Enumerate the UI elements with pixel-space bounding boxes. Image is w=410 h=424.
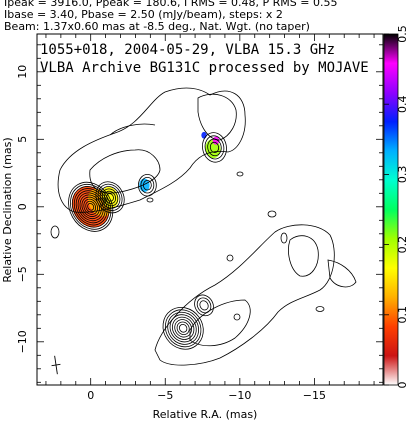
header-line-1: Ipeak = 3916.0, Ppeak = 180.6, I RMS = 0… bbox=[4, 0, 338, 9]
contour-inner-jet-6 bbox=[106, 193, 114, 202]
contour-southern-component-4 bbox=[169, 314, 197, 343]
contour-southern-component-8 bbox=[179, 324, 188, 333]
contour-core-11 bbox=[87, 203, 95, 211]
plot-subtitle: VLBA Archive BG131C processed by MOJAVE bbox=[40, 60, 369, 76]
contour-southern-component-2 bbox=[164, 309, 202, 348]
beam-marker bbox=[51, 355, 61, 375]
contour-outer-knot-3 bbox=[207, 138, 222, 157]
colorbar-tick-label: 0.5 bbox=[396, 25, 409, 43]
contour-islet-5 bbox=[233, 313, 241, 321]
contour-core-3 bbox=[71, 186, 110, 228]
contour-core-9 bbox=[83, 198, 98, 215]
contour-islet-2 bbox=[267, 210, 277, 218]
colorbar-tick-label: 0.4 bbox=[396, 95, 409, 113]
contour-inner-jet-5 bbox=[104, 190, 117, 204]
contour-outer-knot-2 bbox=[204, 135, 225, 160]
contour-core-1 bbox=[68, 181, 114, 232]
contour-islet-8 bbox=[146, 197, 154, 203]
contour-south-lobe bbox=[288, 235, 319, 277]
y-tick-label: 5 bbox=[16, 136, 29, 143]
colorbar-tick-label: 0 bbox=[396, 382, 409, 389]
contour-southern-component-7 bbox=[176, 321, 190, 336]
x-tick-label: −5 bbox=[157, 389, 173, 402]
y-tick-label: −5 bbox=[16, 266, 29, 282]
contour-islet-1 bbox=[50, 225, 60, 239]
beam-minor-axis bbox=[51, 363, 61, 367]
polarization-fill-layer bbox=[71, 131, 221, 228]
contour-south-inner bbox=[189, 299, 251, 347]
contour-southern-component-6 bbox=[174, 319, 192, 338]
header-line-3: Beam: 1.37x0.60 mas at -8.5 deg., Nat. W… bbox=[4, 20, 310, 33]
header-line-2: Ibase = 3.40, Pbase = 2.50 (mJy/beam), s… bbox=[4, 8, 283, 21]
x-tick-label: −15 bbox=[303, 389, 326, 402]
contour-southern-knot-3 bbox=[199, 300, 209, 311]
contour-layer bbox=[68, 132, 227, 350]
x-axis-label: Relative R.A. (mas) bbox=[153, 408, 258, 421]
colorbar-tick-label: 0.1 bbox=[396, 306, 409, 324]
colorbar bbox=[383, 33, 399, 386]
axis-labels: 0 −5 −10 −15 −10 −5 0 5 10 bbox=[16, 65, 326, 402]
contour-southern-component-1 bbox=[162, 307, 204, 350]
colorbar-tick-label: 0.2 bbox=[396, 236, 409, 254]
contour-core-4 bbox=[73, 188, 108, 226]
contour-islet-4 bbox=[226, 254, 234, 262]
contour-north-blob bbox=[197, 93, 237, 141]
contour-south-envelope bbox=[154, 224, 335, 366]
y-axis-label: Relative Declination (mas) bbox=[1, 137, 14, 282]
contour-islet-7 bbox=[236, 171, 244, 177]
contour-jet-envelope bbox=[57, 87, 246, 213]
plot-frame bbox=[36, 33, 384, 386]
extended-emission-contours bbox=[50, 87, 357, 366]
contour-outer-knot-4 bbox=[209, 141, 220, 153]
contour-southern-knot-1 bbox=[194, 294, 214, 317]
plot-title: 1055+018, 2004-05-29, VLBA 15.3 GHz bbox=[40, 42, 335, 58]
colorbar-ticks: 0 0.1 0.2 0.3 0.4 0.5 bbox=[384, 25, 409, 389]
contour-knot-2 bbox=[140, 176, 155, 194]
contour-north-arc bbox=[109, 123, 156, 136]
contour-islet-3 bbox=[280, 232, 288, 244]
contour-southern-knot-2 bbox=[196, 297, 212, 314]
contour-islet-6 bbox=[315, 306, 325, 312]
contour-south-tail bbox=[327, 259, 357, 288]
colorbar-tick-label: 0.3 bbox=[396, 166, 409, 184]
contour-core-5 bbox=[75, 190, 106, 224]
polarization-patch-7 bbox=[201, 131, 207, 139]
y-tick-label: 10 bbox=[16, 65, 29, 79]
x-tick-label: 0 bbox=[87, 389, 94, 402]
axis-ticks bbox=[37, 34, 383, 385]
y-tick-label: −10 bbox=[16, 330, 29, 353]
x-tick-label: −10 bbox=[228, 389, 251, 402]
contour-outer-knot-1 bbox=[202, 132, 227, 163]
contour-core-2 bbox=[70, 183, 112, 230]
contour-inner-jet-1 bbox=[95, 181, 125, 214]
contour-jet-inner bbox=[89, 149, 161, 194]
contour-inner-jet-4 bbox=[101, 188, 119, 207]
y-tick-label: 0 bbox=[16, 203, 29, 210]
